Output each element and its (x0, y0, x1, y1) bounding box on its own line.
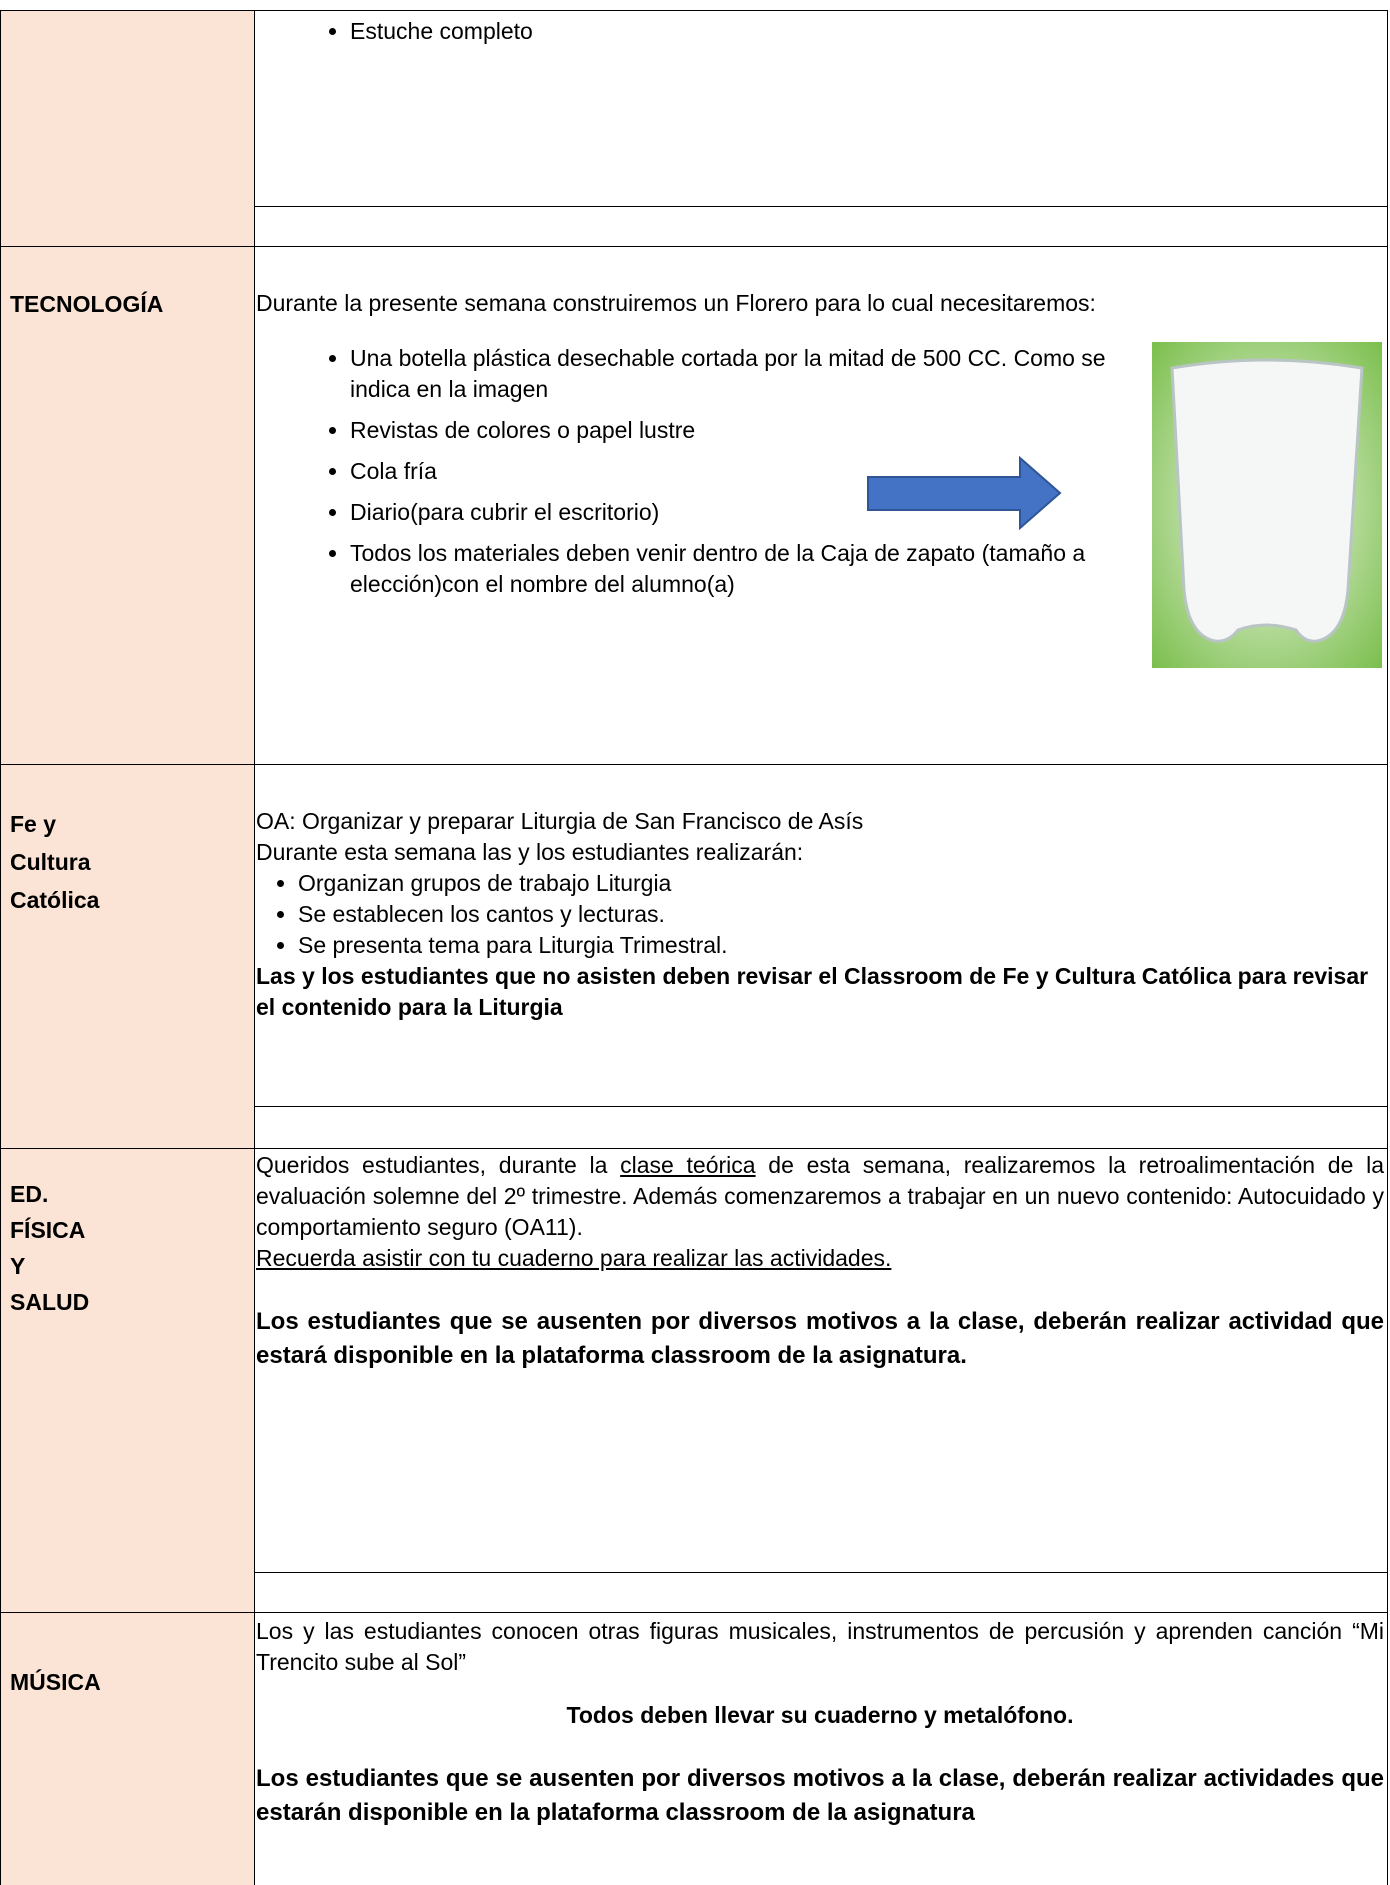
subject-line: ED. (10, 1181, 49, 1207)
intro: Durante esta semana las y los estudiante… (256, 839, 804, 865)
subject-cell (1, 1612, 254, 1885)
border (1, 1148, 1388, 1149)
cell-content: Los y las estudiantes conocen otras figu… (256, 1616, 1384, 1830)
bullet: Estuche completo (350, 16, 1384, 47)
objective: OA: Organizar y preparar Liturgia de San… (256, 808, 864, 834)
cell-content: Estuche completo (256, 16, 1384, 47)
subject: TECNOLOGÍA (10, 291, 164, 317)
border (1, 10, 1388, 11)
underlined-text: clase teórica (620, 1152, 756, 1178)
subject-line: SALUD (10, 1289, 90, 1315)
border (1, 1612, 1388, 1613)
bullet: Se establecen los cantos y lecturas. (298, 899, 1384, 930)
note: Los estudiantes que se ausenten por dive… (256, 1308, 1384, 1369)
bullet: Una botella plástica desechable cortada … (350, 343, 1150, 405)
paragraph: Los y las estudiantes conocen otras figu… (256, 1618, 1384, 1675)
cell-content: Durante la presente semana construiremos… (256, 288, 1276, 600)
subject-cell (1, 1148, 254, 1612)
cell-content: Queridos estudiantes, durante la clase t… (256, 1150, 1384, 1373)
illustration (867, 342, 1382, 668)
border (254, 10, 255, 1885)
text: Queridos estudiantes, durante la (256, 1152, 621, 1178)
border (254, 1106, 1388, 1107)
bottle (1170, 358, 1364, 643)
bullet: Organizan grupos de trabajo Liturgia (298, 868, 1384, 899)
subject: Fe y Cultura Católica (10, 805, 99, 919)
arrow (867, 455, 1062, 531)
paragraph: Queridos estudiantes, durante la clase t… (256, 1150, 1384, 1243)
subject-cell (1, 10, 254, 246)
bullet: Cola fría (350, 456, 1150, 487)
subject-line: FÍSICA (10, 1217, 86, 1243)
bullet: Se presenta tema para Liturgia Trimestra… (298, 930, 1384, 961)
bullet: Revistas de colores o papel lustre (350, 415, 1150, 446)
note: Los estudiantes que se ausenten por dive… (256, 1765, 1384, 1826)
reminder: Recuerda asistir con tu cuaderno para re… (256, 1245, 892, 1271)
subject: MÚSICA (10, 1669, 101, 1695)
text: de esta semana, realizaremos la retroali… (256, 1152, 1385, 1240)
subject: ED. FÍSICA Y SALUD (10, 1176, 89, 1320)
bullet: Diario(para cubrir el escritorio) (350, 497, 1150, 528)
bullet: Todos los materiales deben venir dentro … (350, 538, 1150, 600)
border (254, 206, 1388, 207)
border (1, 764, 1388, 765)
intro: Durante la presente semana construiremos… (256, 290, 1096, 316)
cell-content: OA: Organizar y preparar Liturgia de San… (256, 806, 1384, 1023)
note: Las y los estudiantes que no asisten deb… (256, 963, 1369, 1020)
border (1387, 10, 1388, 1885)
subject-cell (1, 246, 254, 764)
subject-line: Fe y (10, 811, 57, 837)
center-note: Todos deben llevar su cuaderno y metalóf… (566, 1702, 1074, 1728)
subject-cell (1, 764, 254, 1148)
border (0, 10, 1, 1885)
border (1, 246, 1388, 247)
subject-line: Cultura (10, 849, 91, 875)
subject-line: Católica (10, 887, 100, 913)
border (254, 1572, 1388, 1573)
subject-line: Y (10, 1253, 26, 1279)
